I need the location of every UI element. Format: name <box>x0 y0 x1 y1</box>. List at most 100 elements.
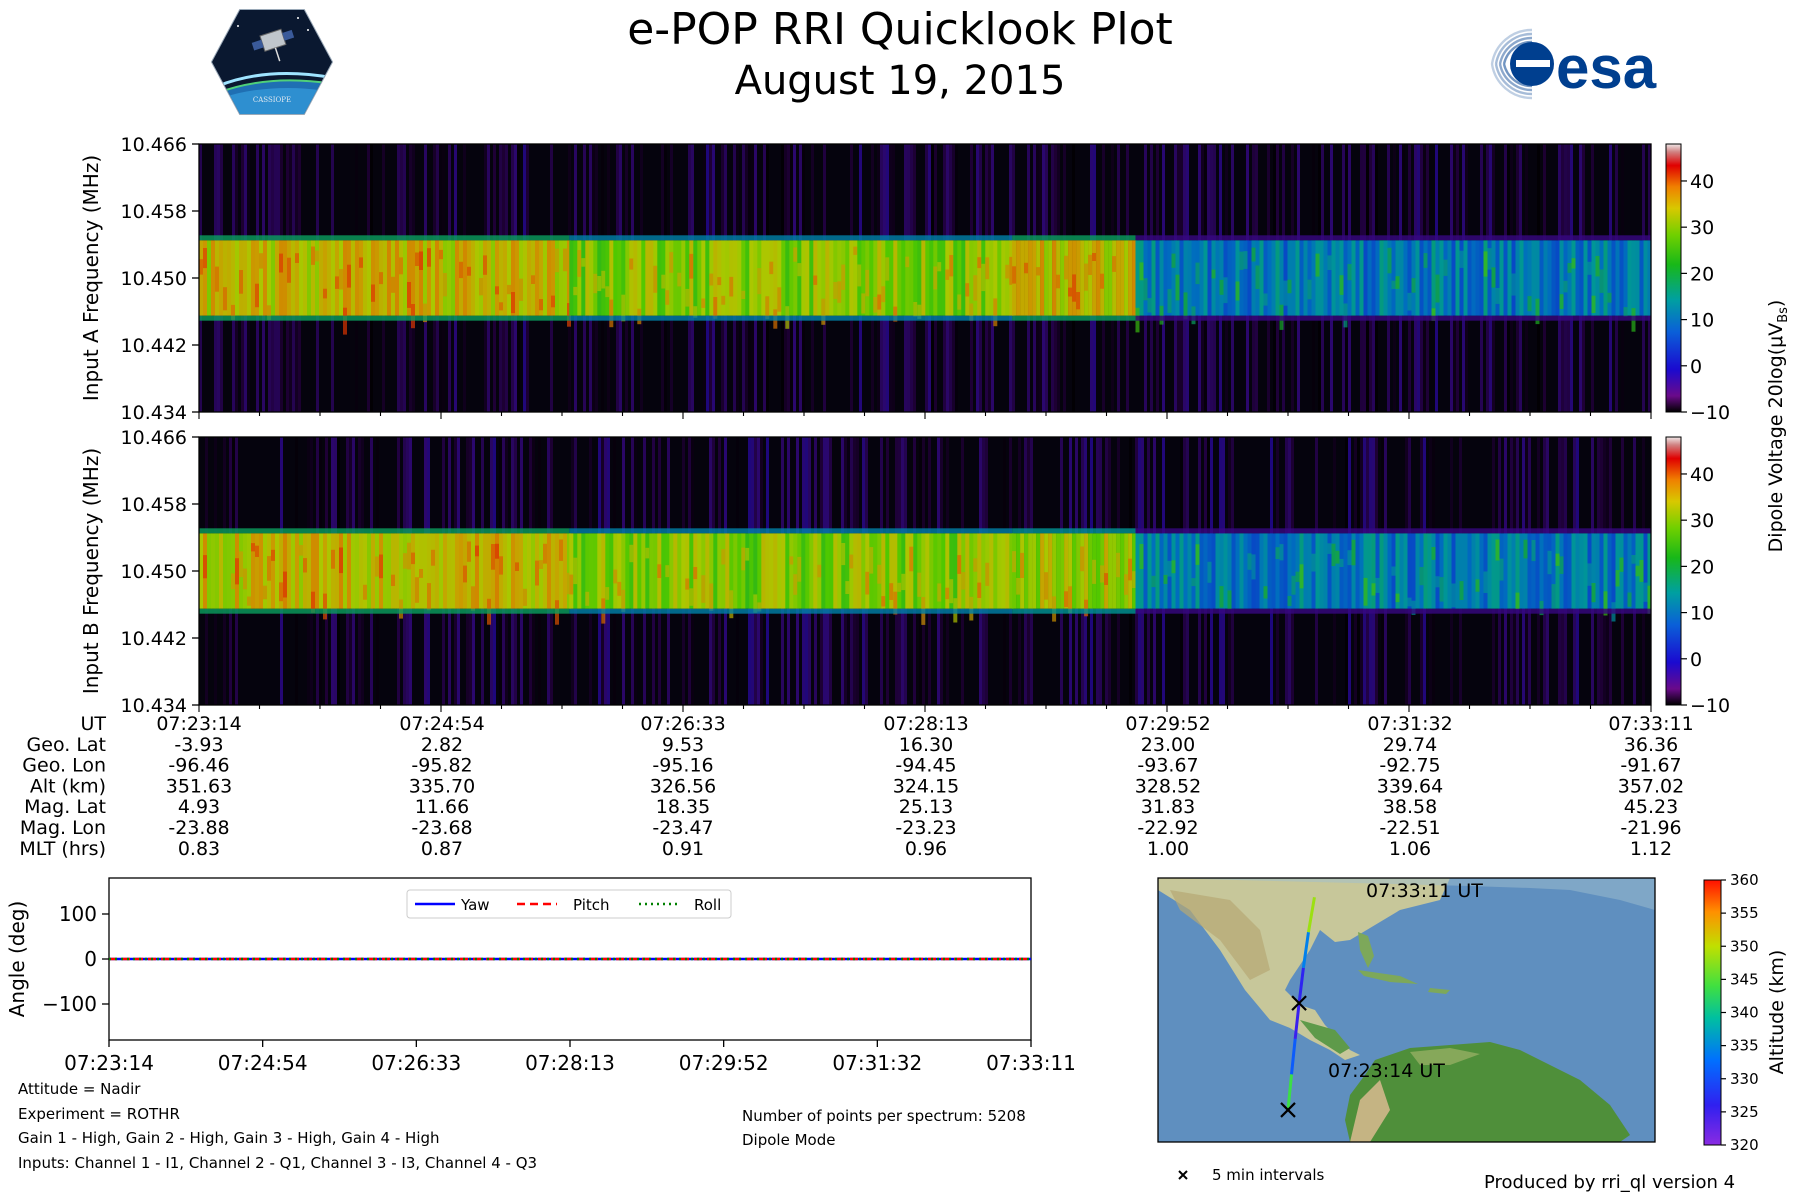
band-speckle <box>1307 279 1312 300</box>
band-column <box>1603 240 1608 316</box>
voltage-colorbar-a <box>1665 143 1682 413</box>
band-speckle <box>793 574 798 595</box>
band-speckle <box>569 574 574 595</box>
ephemeris-cell: -23.88 <box>168 817 229 839</box>
band-speckle <box>1511 273 1516 296</box>
band-column <box>1459 533 1464 609</box>
orbit-track-segment <box>1286 1074 1294 1111</box>
band-column <box>475 240 480 316</box>
band-column <box>1403 240 1408 316</box>
band-speckle <box>371 284 375 302</box>
band-column <box>1359 533 1364 609</box>
band-column <box>1395 533 1400 609</box>
band-column <box>717 533 722 609</box>
colorbar-tick-label: 10 <box>1690 603 1714 625</box>
band-column <box>1259 240 1264 316</box>
band-column <box>227 533 232 609</box>
band-column <box>1483 240 1488 316</box>
band-column <box>945 533 950 609</box>
band-column <box>503 533 508 609</box>
band-column <box>1383 533 1388 609</box>
band-column <box>1515 240 1520 316</box>
band-speckle <box>617 581 622 596</box>
band-column <box>435 533 440 609</box>
band-speckle <box>475 545 479 557</box>
band-column <box>617 533 622 609</box>
band-column <box>507 240 512 316</box>
attitude-xtick-label: 07:28:13 <box>525 1051 615 1075</box>
band-speckle <box>845 581 850 594</box>
band-speckle <box>1100 273 1105 289</box>
band-column <box>977 533 982 609</box>
band-column <box>849 533 854 609</box>
band-column <box>1311 240 1316 316</box>
band-column <box>749 240 754 316</box>
band-column <box>1179 533 1184 609</box>
band-column <box>1479 240 1484 316</box>
band-column <box>1151 533 1156 609</box>
band-column <box>1631 533 1636 609</box>
band-speckle <box>279 253 283 273</box>
band-column <box>1555 240 1560 316</box>
band-column <box>1223 533 1228 609</box>
band-column <box>1367 533 1372 609</box>
band-column <box>207 240 212 316</box>
band-column <box>1135 533 1140 609</box>
band-column <box>1271 533 1276 609</box>
band-column <box>1579 240 1584 316</box>
cassiope-logo: CASSIOPE <box>210 9 334 115</box>
altitude-colorbar-label: Altitude (km) <box>1766 950 1788 1075</box>
band-speckle <box>515 562 519 571</box>
band-speckle <box>523 588 527 606</box>
band-speckle <box>1263 293 1268 306</box>
band-speckle <box>1571 258 1576 269</box>
attitude-legend: Yaw Pitch Roll <box>406 889 732 919</box>
band-column <box>853 240 858 316</box>
band-column <box>411 240 416 316</box>
band-speckle <box>1295 571 1300 582</box>
ephemeris-cell: 1.06 <box>1389 838 1431 860</box>
band-column <box>231 533 236 609</box>
band-speckle <box>563 248 567 272</box>
band-speckle <box>1327 255 1332 270</box>
band-speckle <box>833 282 838 299</box>
band-column <box>471 240 476 316</box>
band-column <box>1155 533 1160 609</box>
ytick-label: 10.450 <box>121 561 187 583</box>
band-column <box>455 240 460 316</box>
band-speckle <box>1487 248 1492 270</box>
ephemeris-cell: 07:26:33 <box>640 713 725 735</box>
band-speckle <box>203 555 207 579</box>
ephemeris-cell: -93.67 <box>1137 755 1198 777</box>
band-column <box>383 533 388 609</box>
band-column <box>665 240 670 316</box>
band-column <box>1319 533 1324 609</box>
band-column <box>937 240 942 316</box>
band-column <box>1407 533 1412 609</box>
band-column <box>1343 533 1348 609</box>
band-speckle <box>1527 296 1532 312</box>
band-column <box>569 533 574 609</box>
band-speckle <box>1559 294 1564 309</box>
band-column <box>1159 240 1164 316</box>
band-speckle <box>1535 298 1540 325</box>
band-speckle <box>1175 274 1180 301</box>
band-column <box>299 533 304 609</box>
band-speckle <box>1395 593 1400 603</box>
band-speckle <box>1371 583 1376 596</box>
band-speckle <box>1139 544 1144 570</box>
band-column <box>785 240 790 316</box>
band-speckle <box>479 278 483 296</box>
band-speckle <box>665 565 670 578</box>
band-column <box>1543 533 1548 609</box>
band-speckle <box>685 578 690 590</box>
band-column <box>539 240 544 316</box>
band-column <box>1399 240 1404 316</box>
ytick-label: 10.458 <box>121 201 187 223</box>
band-column <box>977 240 982 316</box>
band-column <box>961 240 966 316</box>
band-column <box>597 533 602 609</box>
band-speckle <box>745 547 750 561</box>
band-speckle <box>1619 557 1624 572</box>
band-speckle <box>1235 281 1240 301</box>
